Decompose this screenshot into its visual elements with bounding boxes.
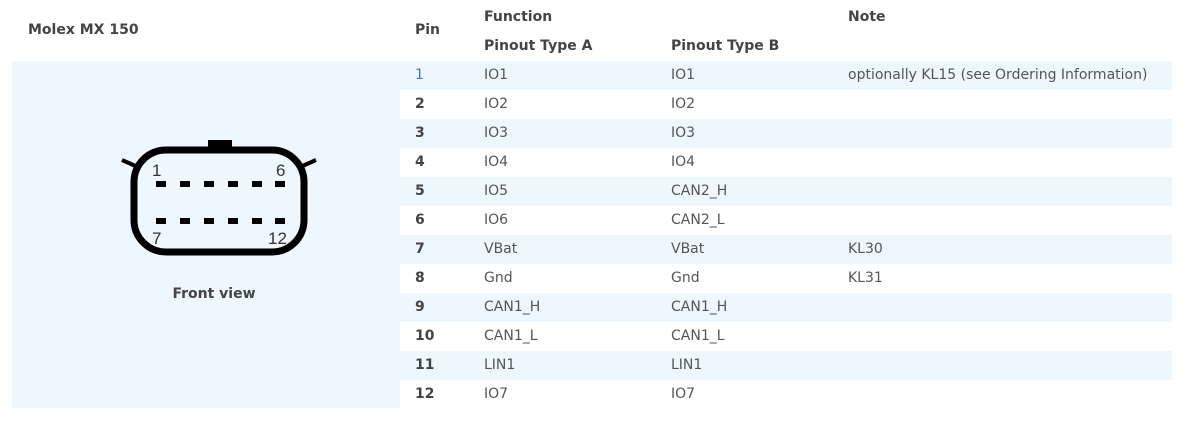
pin-label-1: 1: [152, 161, 161, 180]
pin-label-7: 7: [152, 229, 161, 248]
cell-b: CAN2_L: [671, 212, 725, 228]
cell-a: IO1: [484, 67, 509, 83]
cell-a: IO3: [484, 125, 509, 141]
cell-a: IO5: [484, 183, 509, 199]
table-row: 3 IO3 IO3: [400, 119, 1172, 148]
cell-pin: 10: [415, 328, 435, 344]
cell-pin: 6: [415, 212, 425, 228]
cell-b: IO7: [671, 386, 696, 402]
cell-note: optionally KL15 (see Ordering Informatio…: [848, 67, 1148, 83]
cell-a: IO6: [484, 212, 509, 228]
cell-b: LIN1: [671, 357, 703, 373]
cell-b: CAN2_H: [671, 183, 728, 199]
function-header: Function: [484, 9, 553, 25]
cell-pin: 4: [415, 154, 425, 170]
cell-a: LIN1: [484, 357, 516, 373]
cell-b: IO2: [671, 96, 696, 112]
cell-a: IO2: [484, 96, 509, 112]
cell-note: KL30: [848, 241, 883, 257]
cell-pin: 1: [415, 67, 424, 83]
cell-pin: 12: [415, 386, 435, 402]
cell-a: Gnd: [484, 270, 513, 286]
cell-pin: 7: [415, 241, 425, 257]
pinout-table: 1 IO1 IO1 optionally KL15 (see Ordering Inf…: [400, 61, 1172, 409]
table-row: 4 IO4 IO4: [400, 148, 1172, 177]
cell-b: IO4: [671, 154, 696, 170]
connector-caption: Front view: [172, 286, 256, 302]
table-row: 1 IO1 IO1 optionally KL15 (see Ordering Inf…: [400, 61, 1172, 90]
cell-b: IO3: [671, 125, 696, 141]
table-row: 9 CAN1_H CAN1_H: [400, 293, 1172, 322]
connector-panel: 1 6 7 12 Front view: [12, 61, 400, 408]
cell-b: CAN1_H: [671, 299, 728, 315]
cell-a: IO4: [484, 154, 509, 170]
table-row: 7 VBat VBat KL30: [400, 235, 1172, 264]
pin-label-6: 6: [276, 161, 285, 180]
cell-pin: 11: [415, 357, 435, 373]
connector-title: Molex MX 150: [28, 22, 139, 38]
cell-pin: 2: [415, 96, 425, 112]
cell-pin: 9: [415, 299, 425, 315]
cell-note: KL31: [848, 270, 883, 286]
note-header: Note: [848, 9, 886, 25]
table-row: 2 IO2 IO2: [400, 90, 1172, 119]
cell-a: CAN1_H: [484, 299, 541, 315]
cell-a: VBat: [484, 241, 518, 257]
cell-b: IO1: [671, 67, 696, 83]
cell-pin: 5: [415, 183, 425, 199]
cell-b: CAN1_L: [671, 328, 725, 344]
cell-b: VBat: [671, 241, 705, 257]
table-row: 12 IO7 IO7: [400, 380, 1172, 409]
table-row: 11 LIN1 LIN1: [400, 351, 1172, 380]
pin-label-12: 12: [268, 229, 287, 248]
table-row: 5 IO5 CAN2_H: [400, 177, 1172, 206]
pin-header: Pin: [415, 22, 441, 38]
cell-b: Gnd: [671, 270, 700, 286]
type-a-header: Pinout Type A: [484, 38, 593, 54]
type-b-header: Pinout Type B: [671, 38, 780, 54]
connector-diagram-icon: 1 6 7 12: [121, 140, 317, 256]
cell-a: CAN1_L: [484, 328, 538, 344]
cell-a: IO7: [484, 386, 509, 402]
table-row: 8 Gnd Gnd KL31: [400, 264, 1172, 293]
cell-pin: 3: [415, 125, 425, 141]
cell-pin: 8: [415, 270, 425, 286]
table-row: 10 CAN1_L CAN1_L: [400, 322, 1172, 351]
table-row: 6 IO6 CAN2_L: [400, 206, 1172, 235]
